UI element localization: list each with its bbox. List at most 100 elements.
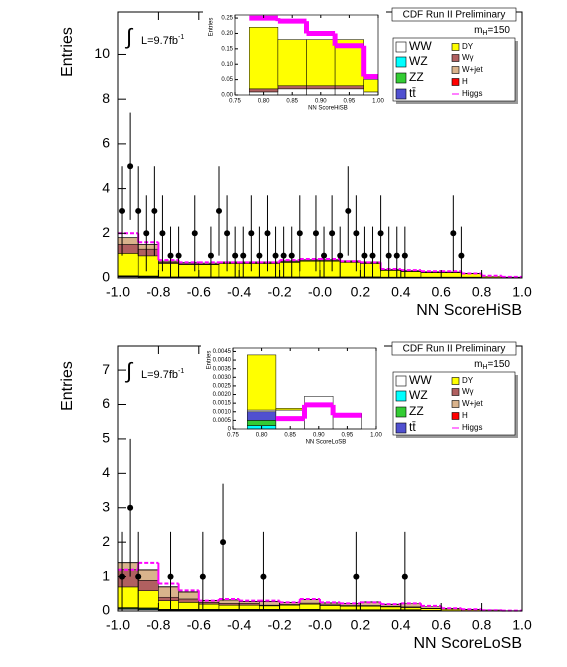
stack-bar (306, 39, 336, 87)
stack-bar (137, 590, 159, 609)
data-point (369, 252, 376, 259)
data-point (216, 207, 222, 214)
stack-bar (247, 411, 277, 421)
data-point (248, 230, 255, 237)
stack-bar (279, 262, 301, 278)
stack-bar (137, 248, 159, 257)
y-tick-label: 0.0020 (213, 392, 232, 398)
mass-value: =150 (487, 25, 510, 36)
data-point (240, 252, 247, 259)
x-tick-label: 0.95 (344, 99, 356, 105)
legend-label: Wγ (462, 387, 474, 396)
data-point (353, 230, 360, 237)
legend-label: WW (409, 373, 432, 387)
data-point (458, 252, 465, 259)
stack-bar (247, 354, 277, 411)
x-tick-label: -0.0 (308, 284, 332, 300)
stack-bar (279, 604, 301, 610)
y-tick-label: 4 (102, 179, 110, 195)
mass-symbol: m (474, 25, 482, 36)
legend-label: W+jet (462, 65, 483, 74)
x-tick-label: 0.85 (284, 433, 296, 439)
stack-bar (238, 603, 260, 606)
stack-bar (238, 604, 260, 610)
data-point (288, 252, 295, 259)
data-point (135, 573, 142, 580)
x-axis-label: NN ScoreHiSB (416, 302, 522, 319)
stack-bar (218, 263, 240, 278)
x-tick-label: 0.75 (229, 99, 241, 105)
stack-bar (198, 603, 220, 610)
y-tick-label: 6 (102, 395, 110, 411)
x-tick-label: 1.0 (512, 284, 532, 300)
stack-bar (247, 420, 277, 426)
data-point (135, 207, 142, 214)
stack-bar (400, 607, 422, 610)
lumi-exponent: -1 (178, 34, 184, 41)
data-point (385, 252, 392, 259)
stack-bar (158, 600, 179, 610)
mass-subscript: H (482, 30, 487, 37)
data-point (393, 252, 400, 259)
stack-bar (218, 603, 240, 606)
y-tick-label: 0 (102, 602, 110, 618)
mass-subscript: H (482, 364, 487, 371)
stack-bar (339, 262, 361, 278)
legend-swatch (395, 88, 407, 100)
x-tick-label: 0.95 (342, 433, 354, 439)
y-tick-label: 6 (102, 135, 110, 151)
stack-bar (218, 599, 240, 604)
data-point (159, 230, 166, 237)
data-point (175, 252, 182, 259)
legend-label: tt̄ (409, 420, 416, 434)
chart-title: CDF Run II Preliminary (403, 10, 506, 21)
data-point (321, 252, 328, 259)
stack-bar (178, 598, 200, 603)
stack-bar (238, 601, 260, 604)
chart-title: CDF Run II Preliminary (403, 344, 506, 355)
stack-bar (275, 408, 305, 411)
stack-bar (420, 608, 442, 611)
data-point (264, 230, 271, 237)
legend-swatch (395, 406, 407, 418)
data-point (401, 252, 408, 259)
legend-label: WZ (409, 54, 428, 68)
data-point (167, 252, 174, 259)
x-tick-label: -0.4 (227, 617, 251, 633)
x-tick-label: -0.8 (146, 284, 170, 300)
lumi-text: L=9.7fb (141, 35, 178, 47)
stack-bar (440, 272, 462, 278)
stack-bar (198, 264, 220, 278)
legend-swatch (451, 54, 460, 62)
stack-bar (304, 396, 334, 430)
data-point (167, 573, 174, 580)
mass-annotation: mH=150 (474, 25, 510, 37)
y-axis-label: Entries (207, 351, 213, 370)
y-tick-label: 0.0015 (213, 401, 232, 407)
legend-label: Higgs (462, 89, 482, 98)
data-point (260, 573, 267, 580)
plot-frame (232, 347, 377, 430)
x-tick-label: -0.8 (146, 617, 170, 633)
x-tick-label: 0.80 (256, 433, 268, 439)
stack-bar (319, 260, 341, 278)
legend-label: ZZ (409, 404, 424, 418)
x-tick-label: 0.75 (227, 433, 239, 439)
x-tick-label: 1.0 (512, 617, 532, 633)
data-point (450, 230, 457, 237)
x-tick-label: 1.00 (372, 99, 384, 105)
lumi-exponent: -1 (178, 368, 184, 375)
data-point (329, 230, 336, 237)
x-tick-label: 0.6 (431, 617, 451, 633)
stack-bar (117, 237, 139, 245)
stack-bar (117, 586, 139, 608)
stack-bar (277, 39, 307, 87)
y-tick-label: 0.00 (221, 93, 233, 99)
legend-label: ZZ (409, 70, 424, 84)
legend-label: DY (462, 376, 474, 385)
y-tick-label: 0 (228, 427, 232, 433)
stack-bar (299, 260, 321, 278)
stack-bar (259, 605, 280, 610)
legend-swatch (451, 377, 460, 385)
